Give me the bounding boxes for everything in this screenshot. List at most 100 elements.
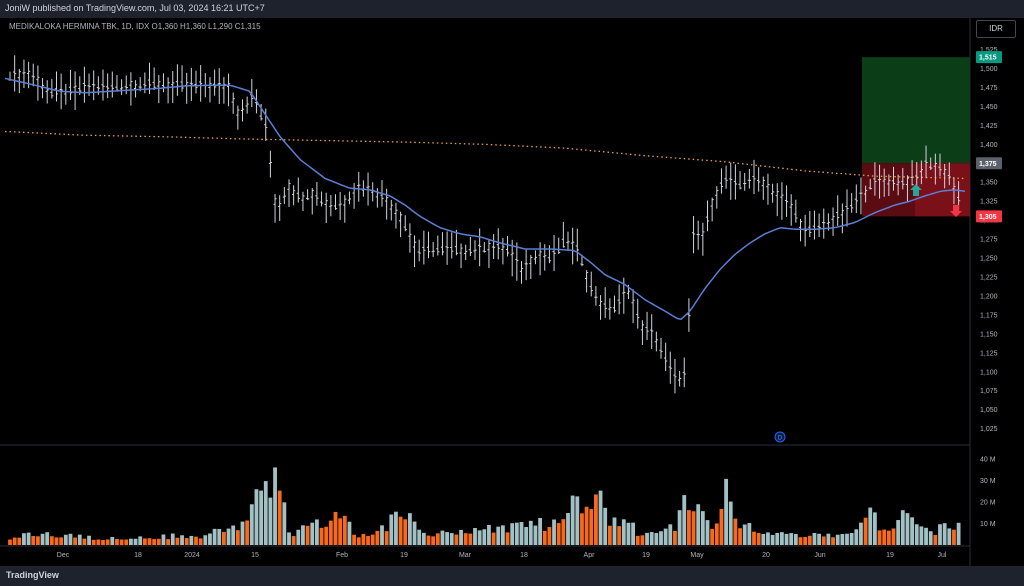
volume-bar <box>677 510 682 545</box>
volume-tick-label: 10 M <box>980 521 996 528</box>
volume-bar <box>315 519 319 545</box>
volume-bar <box>463 533 468 545</box>
volume-bar <box>673 530 677 545</box>
price-tick-label: 1,475 <box>980 85 998 92</box>
volume-bar <box>501 525 505 545</box>
price-tick-label: 1,350 <box>980 180 998 187</box>
volume-bar <box>138 536 143 545</box>
volume-bar <box>435 533 440 545</box>
price-tick-label: 1,500 <box>980 66 998 73</box>
volume-bar <box>733 518 738 545</box>
stop-zone-active <box>915 163 970 217</box>
volume-bar <box>87 535 91 545</box>
price-tick-label: 1,100 <box>980 369 998 376</box>
volume-bar <box>524 527 529 545</box>
volume-bar <box>408 513 412 545</box>
volume-bar <box>431 536 436 545</box>
volume-bar <box>803 536 808 545</box>
volume-bar <box>212 528 217 545</box>
volume-bar <box>821 536 826 545</box>
volume-bar <box>682 495 687 545</box>
volume-bar <box>147 538 152 545</box>
volume-bar <box>519 522 524 545</box>
volume-bar <box>956 522 961 545</box>
volume-bar <box>891 528 896 545</box>
price-badge <box>976 51 1002 64</box>
volume-bar <box>914 524 919 545</box>
top-bar: JoniW published on TradingView.com, Jul … <box>0 0 1024 18</box>
volume-bar <box>603 507 608 545</box>
volume-bar <box>584 506 589 545</box>
volume-bar <box>91 539 96 545</box>
volume-bar <box>700 511 705 545</box>
volume-bar <box>831 537 835 545</box>
volume-bar <box>594 494 598 545</box>
volume-bar <box>59 537 64 545</box>
volume-bar <box>952 529 956 545</box>
volume-bar <box>728 501 733 545</box>
volume-bar <box>598 490 603 545</box>
volume-bar <box>482 529 487 545</box>
volume-bar <box>310 522 315 545</box>
volume-bar <box>738 528 742 545</box>
volume-bar <box>301 525 305 545</box>
volume-bar <box>333 511 338 545</box>
time-tick-label: Apr <box>584 552 596 559</box>
volume-bar <box>942 523 947 545</box>
volume-bar <box>659 531 663 545</box>
volume-bar <box>175 537 180 545</box>
time-tick-label: Jun <box>814 552 825 559</box>
volume-bar <box>877 530 882 545</box>
volume-bar <box>514 522 519 545</box>
volume-bar <box>747 523 752 545</box>
price-badge-label: 1,515 <box>979 55 997 62</box>
volume-tick-label: 30 M <box>980 478 996 485</box>
volume-bar <box>761 533 766 545</box>
volume-bar <box>22 533 26 545</box>
price-tick-label: 1,225 <box>980 275 998 282</box>
volume-bar <box>487 524 491 545</box>
volume-bar <box>356 537 361 545</box>
volume-bar <box>45 532 50 545</box>
volume-bar <box>873 512 877 545</box>
volume-bar <box>445 532 449 545</box>
volume-bar <box>784 533 789 545</box>
volume-bar <box>282 502 287 545</box>
volume-bar <box>510 523 515 545</box>
volume-bar <box>203 535 208 545</box>
volume-bar <box>575 496 580 545</box>
volume-bar <box>840 533 845 545</box>
volume-bar <box>245 520 250 545</box>
volume-bar <box>826 533 831 545</box>
volume-bar <box>696 504 701 545</box>
volume-bar <box>194 536 198 545</box>
ma-short-line <box>4 77 966 321</box>
volume-bar <box>919 526 924 545</box>
volume-bar <box>566 512 570 545</box>
volume-bar <box>612 517 617 545</box>
volume-bar <box>273 467 277 545</box>
volume-bar <box>663 528 668 545</box>
volume-bar <box>115 538 119 545</box>
time-tick-label: 19 <box>886 552 894 559</box>
publisher-text: JoniW published on TradingView.com, Jul … <box>5 3 265 13</box>
volume-bar <box>705 520 710 545</box>
volume-bar <box>505 532 510 545</box>
volume-bar <box>440 530 445 545</box>
price-badge <box>976 157 1002 170</box>
volume-tick-label: 40 M <box>980 456 996 463</box>
volume-bar <box>775 532 780 545</box>
volume-bar <box>631 522 635 545</box>
volume-bar <box>235 530 240 545</box>
volume-bar <box>649 532 654 545</box>
volume-bar <box>347 521 352 545</box>
volume-bar <box>668 524 673 545</box>
time-tick-label: Jul <box>938 552 947 559</box>
volume-bar <box>291 536 296 545</box>
price-tick-label: 1,450 <box>980 104 998 111</box>
volume-bar <box>835 534 840 545</box>
volume-bar <box>96 539 101 545</box>
currency-button[interactable]: IDR <box>976 20 1016 38</box>
volume-bar <box>724 478 728 545</box>
